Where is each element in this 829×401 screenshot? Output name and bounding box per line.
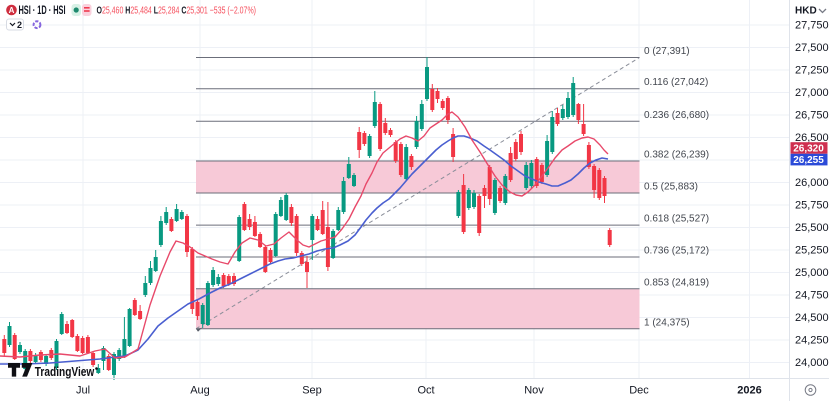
svg-text:2026: 2026	[737, 385, 761, 397]
svg-text:Aug: Aug	[190, 385, 210, 397]
svg-text:0.116 (27,042): 0.116 (27,042)	[644, 77, 708, 88]
svg-text:24,250: 24,250	[795, 335, 829, 347]
svg-text:HKD: HKD	[795, 6, 817, 17]
svg-text:25,250: 25,250	[795, 245, 829, 257]
svg-text:Dec: Dec	[629, 385, 649, 397]
svg-text:Oct: Oct	[417, 385, 434, 397]
svg-text:0.853 (24,819): 0.853 (24,819)	[644, 277, 709, 288]
svg-text:0.618 (25,527): 0.618 (25,527)	[644, 214, 709, 225]
svg-text:25,000: 25,000	[795, 267, 829, 279]
svg-text:26,320: 26,320	[793, 143, 824, 154]
svg-text:Sep: Sep	[302, 385, 322, 397]
svg-text:26,000: 26,000	[795, 177, 829, 189]
svg-text:27,000: 27,000	[795, 87, 829, 99]
svg-text:27,500: 27,500	[795, 42, 829, 54]
svg-text:24,000: 24,000	[795, 357, 829, 369]
svg-text:2: 2	[17, 20, 22, 30]
svg-text:26,750: 26,750	[795, 110, 829, 122]
svg-text:24,500: 24,500	[795, 312, 829, 324]
svg-text:24,750: 24,750	[795, 290, 829, 302]
svg-text:25,750: 25,750	[795, 200, 829, 212]
svg-text:1 (24,375): 1 (24,375)	[644, 317, 690, 328]
svg-text:26,255: 26,255	[793, 155, 824, 166]
svg-text:27,250: 27,250	[795, 65, 829, 77]
svg-text:O25,460 H25,484 L25,284 C25,30: O25,460 H25,484 L25,284 C25,301 −535 (−2…	[97, 5, 257, 16]
svg-text:0.382 (26,239): 0.382 (26,239)	[644, 150, 709, 161]
svg-text:Nov: Nov	[524, 385, 544, 397]
svg-text:0.736 (25,172): 0.736 (25,172)	[644, 246, 709, 257]
svg-text:27,750: 27,750	[795, 20, 829, 32]
svg-text:25,500: 25,500	[795, 222, 829, 234]
svg-text:Jul: Jul	[76, 385, 90, 397]
svg-text:0.5 (25,883): 0.5 (25,883)	[644, 182, 698, 193]
svg-text:0.236 (26,680): 0.236 (26,680)	[644, 110, 709, 121]
svg-text:26,500: 26,500	[795, 132, 829, 144]
svg-text:HSI · 1D · HSI: HSI · 1D · HSI	[19, 5, 66, 17]
svg-text:A: A	[9, 6, 15, 15]
svg-text:0 (27,391): 0 (27,391)	[644, 46, 690, 57]
svg-text:TradingView: TradingView	[35, 364, 95, 379]
